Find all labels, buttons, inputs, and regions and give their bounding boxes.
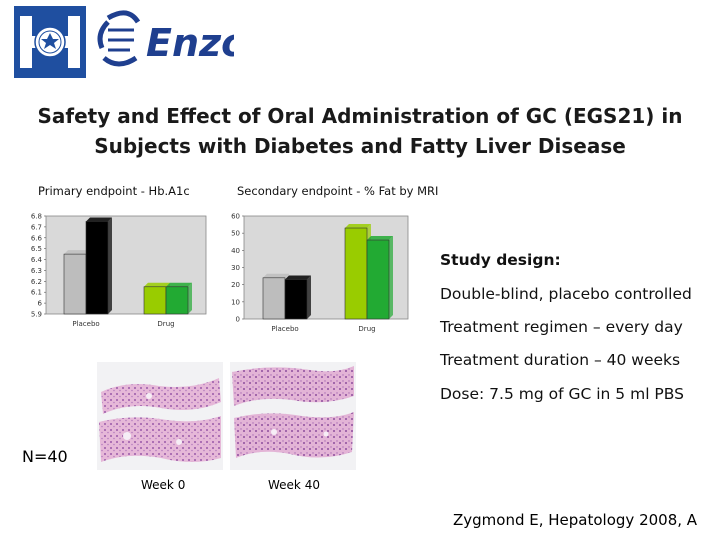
- x-tick-label: Placebo: [72, 320, 99, 328]
- y-tick-label: 6.4: [31, 256, 43, 264]
- bar: [165, 286, 189, 315]
- study-design-item: Double-blind, placebo controlled: [440, 285, 692, 303]
- y-tick-label: 30: [231, 264, 240, 272]
- y-tick-label: 6.1: [31, 289, 42, 297]
- bar-side: [307, 275, 311, 319]
- bar-top: [144, 282, 170, 287]
- y-tick-label: 10: [231, 298, 240, 306]
- bar-side: [389, 236, 393, 319]
- enzo-wordmark: Enzo: [146, 21, 234, 65]
- week-40-label: Week 40: [268, 478, 320, 492]
- bar-side: [188, 282, 192, 314]
- bar-top: [345, 224, 371, 229]
- y-tick-label: 6.7: [31, 223, 42, 231]
- chart-1-hba1c: 6.8 6.7 6.6 6.5 6.4 6.3 6.2 6.1 6 5.9 Placebo Drug: [31, 213, 207, 328]
- y-tick-label: 5.9: [31, 311, 42, 319]
- bar-side: [108, 217, 112, 314]
- bar: [262, 277, 286, 320]
- study-design-item: Treatment duration – 40 weeks: [440, 351, 681, 369]
- chart-2-title: Secondary endpoint - % Fat by MRI: [237, 184, 439, 198]
- bar-top: [166, 282, 192, 287]
- bar-top: [367, 236, 393, 241]
- bar-top: [86, 217, 112, 222]
- y-tick-label: 6: [38, 300, 43, 308]
- bar: [85, 221, 109, 315]
- y-tick-label: 40: [231, 247, 240, 255]
- bar-top: [64, 250, 90, 255]
- week-0-label: Week 0: [141, 478, 186, 492]
- slide-title: Safety and Effect of Oral Administration…: [0, 101, 720, 161]
- histology-image-week-40: [230, 362, 356, 470]
- x-tick-label: Placebo: [271, 325, 298, 333]
- bar: [143, 286, 167, 315]
- study-design-heading: Study design:: [440, 251, 561, 269]
- title-line-1: Safety and Effect of Oral Administration…: [37, 104, 683, 128]
- chart-1-title: Primary endpoint - Hb.A1c: [38, 184, 190, 198]
- y-tick-label: 6.2: [31, 278, 42, 286]
- bar: [344, 227, 368, 320]
- study-design-item: Treatment regimen – every day: [440, 318, 683, 336]
- bar: [284, 279, 308, 320]
- enzo-logo: Enzo: [97, 10, 234, 67]
- y-tick-label: 50: [231, 230, 240, 238]
- citation: Zygmond E, Hepatology 2008, A: [453, 511, 698, 529]
- histology-image-week-0: [97, 362, 223, 470]
- x-tick-label: Drug: [358, 325, 375, 333]
- y-tick-label: 20: [231, 281, 240, 289]
- bar: [366, 239, 390, 320]
- y-tick-label: 60: [231, 213, 240, 221]
- title-line-2: Subjects with Diabetes and Fatty Liver D…: [94, 134, 626, 158]
- bar: [63, 253, 87, 315]
- y-tick-label: 0: [236, 316, 240, 324]
- x-tick-label: Drug: [157, 320, 174, 328]
- study-design-item: Dose: 7.5 mg of GC in 5 ml PBS: [440, 385, 684, 403]
- y-tick-label: 6.8: [31, 213, 42, 221]
- y-tick-label: 6.3: [31, 267, 42, 275]
- y-tick-label: 6.6: [31, 234, 43, 242]
- sample-size-label: N=40: [22, 447, 68, 466]
- y-tick-label: 6.5: [31, 245, 42, 253]
- bar-top: [285, 275, 311, 280]
- hadassah-logo: [14, 6, 86, 78]
- chart-2-fat-mri: 60 50 40 30 20 10 0 Placebo Drug: [231, 213, 409, 333]
- bar-top: [263, 273, 289, 278]
